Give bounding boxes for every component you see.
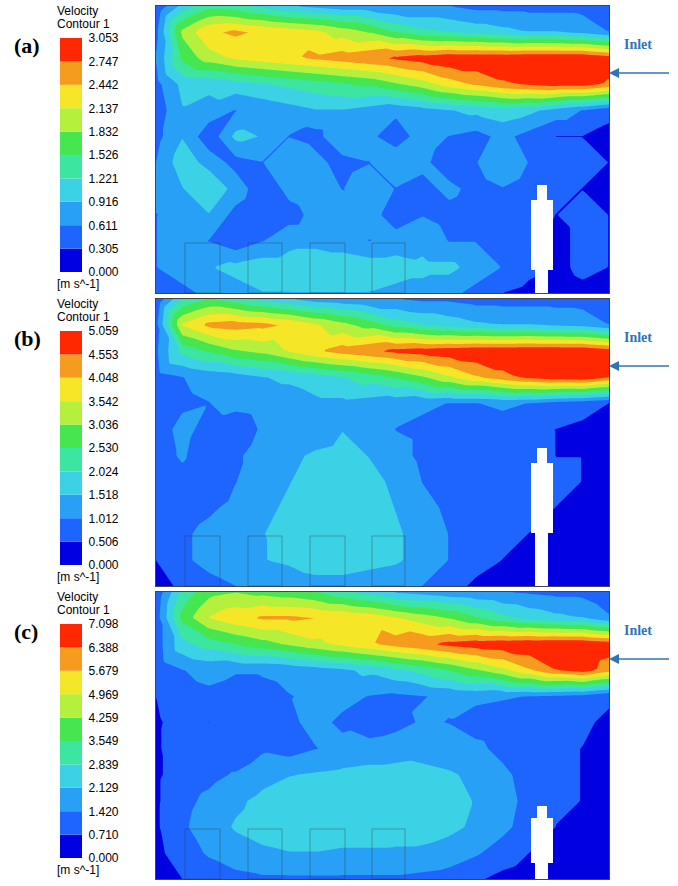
html-text:[m s^-1]: [m s^-1] bbox=[57, 863, 100, 877]
svg-text:0.000: 0.000 bbox=[88, 851, 119, 866]
html-text:Velocity: Velocity bbox=[57, 590, 99, 604]
svg-text:4.048: 4.048 bbox=[89, 371, 119, 385]
html-text:(c): (c) bbox=[14, 619, 39, 644]
svg-text:4.259: 4.259 bbox=[89, 711, 119, 725]
svg-text:1.221: 1.221 bbox=[89, 172, 119, 186]
svg-text:0.710: 0.710 bbox=[89, 828, 119, 842]
svg-text:0.916: 0.916 bbox=[89, 195, 119, 209]
svg-text:0.611: 0.611 bbox=[89, 219, 118, 233]
svg-text:0.000: 0.000 bbox=[88, 265, 119, 280]
html-text:(a): (a) bbox=[14, 33, 40, 58]
svg-text:4.969: 4.969 bbox=[89, 688, 119, 702]
html-text:(b): (b) bbox=[14, 326, 41, 351]
html-text:[m s^-1]: [m s^-1] bbox=[57, 277, 100, 291]
svg-text:1.832: 1.832 bbox=[89, 125, 119, 139]
html-text:Inlet: Inlet bbox=[624, 37, 652, 52]
svg-text:4.553: 4.553 bbox=[89, 348, 119, 362]
svg-text:7.098: 7.098 bbox=[89, 617, 119, 631]
svg-text:2.442: 2.442 bbox=[89, 78, 119, 92]
svg-text:6.388: 6.388 bbox=[89, 641, 119, 655]
svg-text:0.506: 0.506 bbox=[89, 535, 119, 549]
html-text:Velocity: Velocity bbox=[57, 4, 99, 18]
svg-text:3.542: 3.542 bbox=[89, 395, 119, 409]
html-text:Contour 1: Contour 1 bbox=[57, 603, 110, 617]
svg-text:1.420: 1.420 bbox=[89, 805, 119, 819]
svg-text:3.053: 3.053 bbox=[89, 31, 119, 45]
html-text:Inlet: Inlet bbox=[624, 330, 652, 345]
svg-text:5.059: 5.059 bbox=[89, 324, 119, 338]
svg-text:0.000: 0.000 bbox=[88, 558, 119, 573]
svg-text:1.526: 1.526 bbox=[89, 148, 119, 162]
html-text:[m s^-1]: [m s^-1] bbox=[57, 570, 100, 584]
svg-text:3.036: 3.036 bbox=[89, 418, 119, 432]
svg-text:2.137: 2.137 bbox=[89, 102, 119, 116]
html-text:Velocity: Velocity bbox=[57, 297, 99, 311]
svg-text:3.549: 3.549 bbox=[89, 734, 119, 748]
html-text:Contour 1: Contour 1 bbox=[57, 17, 110, 31]
svg-text:2.530: 2.530 bbox=[89, 441, 119, 455]
svg-text:2.024: 2.024 bbox=[89, 465, 119, 479]
svg-text:5.679: 5.679 bbox=[89, 664, 119, 678]
svg-text:1.012: 1.012 bbox=[89, 512, 119, 526]
svg-text:2.129: 2.129 bbox=[89, 781, 119, 795]
html-text:Contour 1: Contour 1 bbox=[57, 310, 110, 324]
svg-text:1.518: 1.518 bbox=[89, 488, 119, 502]
svg-text:2.747: 2.747 bbox=[89, 55, 119, 69]
svg-text:2.839: 2.839 bbox=[89, 758, 119, 772]
svg-text:0.305: 0.305 bbox=[89, 242, 119, 256]
html-text:Inlet: Inlet bbox=[624, 623, 652, 638]
